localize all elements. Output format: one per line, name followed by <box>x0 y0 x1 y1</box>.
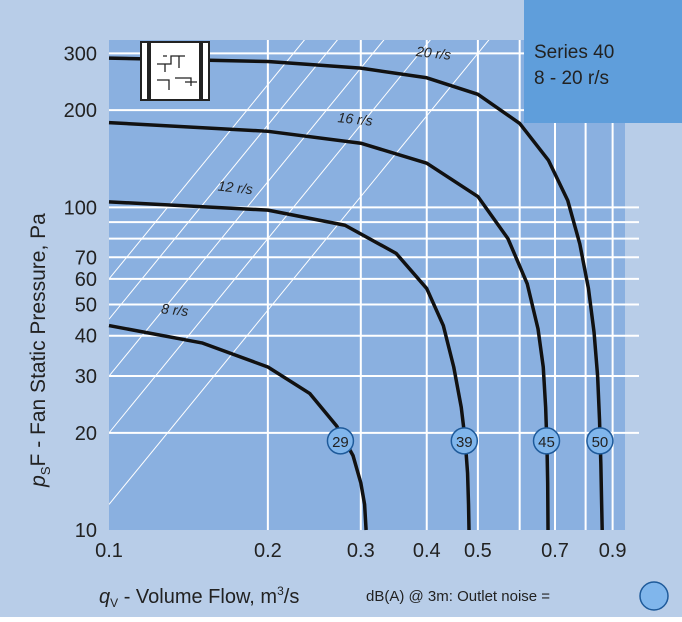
noise-marker <box>532 427 561 455</box>
x-tick-label: 0.1 <box>95 540 123 562</box>
noise-marker <box>326 427 355 455</box>
noise-value: 39 <box>456 434 473 451</box>
diagonal-line <box>109 40 490 505</box>
noise-marker <box>586 427 614 455</box>
noise-value: 50 <box>592 434 609 451</box>
x-tick-label: 0.4 <box>413 540 441 562</box>
y-axis-label: pSF - Fan Static Pressure, Pa <box>27 213 53 488</box>
noise-value: 29 <box>332 434 349 451</box>
x-axis-label: qV - Volume Flow, m3/s <box>99 584 299 610</box>
fan-curve-8rs <box>108 323 368 531</box>
x-tick-label: 0.7 <box>541 540 569 562</box>
noise-legend-marker <box>639 581 669 611</box>
y-tick-label: 50 <box>75 294 97 316</box>
x-tick-label: 0.5 <box>464 540 492 562</box>
fan-curves: 8 r/s 29 12 r/s 39 16 r/s 45 20 r/s 50 <box>108 43 614 531</box>
y-tick-label: 30 <box>75 366 97 388</box>
diagonal-line <box>109 40 338 320</box>
curve-label: 12 r/s <box>217 178 253 198</box>
noise-value: 45 <box>538 434 555 451</box>
y-tick-label: 200 <box>64 100 97 122</box>
x-tick-label: 0.9 <box>599 540 627 562</box>
curve-label: 8 r/s <box>160 300 189 319</box>
y-tick-label: 60 <box>75 269 97 291</box>
series-box-line2: 8 - 20 r/s <box>534 68 609 89</box>
series-box-line1: Series 40 <box>534 42 614 63</box>
x-tick-label: 0.3 <box>347 540 375 562</box>
curve-label: 20 r/s <box>414 43 451 63</box>
y-tick-label: 10 <box>75 520 97 542</box>
fan-curve-12rs <box>108 200 471 531</box>
noise-marker <box>450 427 479 455</box>
y-tick-label: 20 <box>75 423 97 445</box>
x-tick-label: 0.2 <box>254 540 282 562</box>
diagonal-line <box>109 40 306 280</box>
curve-label: 16 r/s <box>337 109 373 129</box>
y-tick-label: 40 <box>75 326 97 348</box>
fan-unit-schematic-icon <box>140 41 210 101</box>
y-tick-label: 70 <box>75 247 97 269</box>
y-tick-label: 100 <box>64 197 97 219</box>
y-tick-label: 300 <box>64 43 97 65</box>
series-box <box>524 0 682 123</box>
noise-legend-label: dB(A) @ 3m: Outlet noise = <box>366 588 550 605</box>
